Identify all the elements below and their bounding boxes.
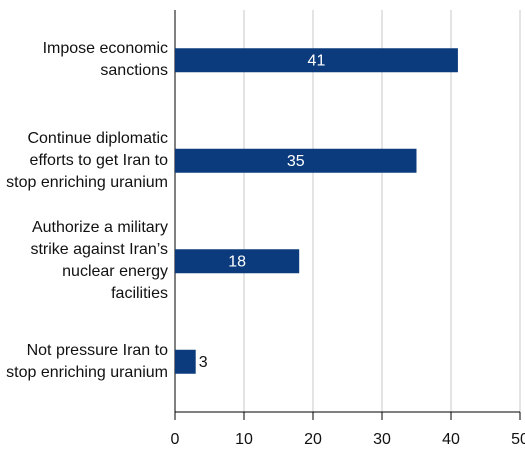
category-label: Not pressure Iran to stop enriching uran… (6, 341, 168, 381)
x-tick-label: 40 (442, 431, 460, 448)
x-tick-label: 20 (304, 431, 322, 448)
value-label: 3 (199, 354, 208, 371)
bar (175, 148, 417, 173)
category-label: Authorize a military strike against Iran… (30, 219, 168, 303)
category-label: Impose economic sanctions (42, 40, 168, 80)
category-label: Continue diplomatic efforts to get Iran … (6, 129, 168, 191)
bar (175, 249, 300, 274)
x-tick-label: 10 (235, 431, 253, 448)
bar (175, 349, 196, 374)
value-label: 35 (287, 153, 305, 170)
bar (175, 48, 458, 73)
value-label: 18 (228, 253, 246, 270)
value-label: 41 (308, 52, 326, 69)
x-tick-label: 50 (511, 431, 525, 448)
x-tick-label: 30 (373, 431, 391, 448)
x-tick-label: 0 (171, 431, 180, 448)
